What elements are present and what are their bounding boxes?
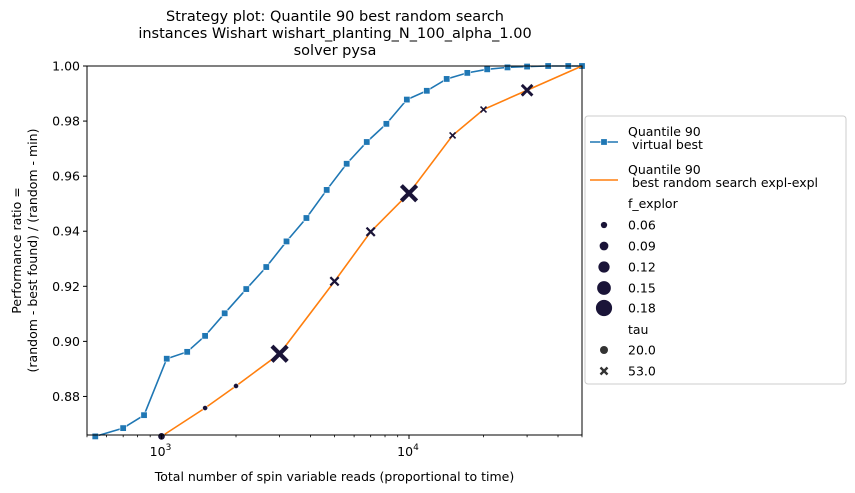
chart-title-line: instances Wishart wishart_planting_N_100… <box>138 26 531 42</box>
series-0-marker <box>463 69 471 77</box>
series-0-marker <box>382 120 390 128</box>
legend: Quantile 90 virtual best Quantile 90 best… <box>584 115 847 385</box>
legend-size-marker <box>597 281 611 295</box>
y-tick-label: 0.88 <box>52 389 80 404</box>
legend-series-label: Quantile 90 virtual best <box>628 124 703 152</box>
scatter-point-x <box>365 226 376 237</box>
scatter-point-x <box>399 184 419 203</box>
series-0-marker <box>221 309 229 317</box>
series-0-marker <box>523 63 531 71</box>
y-tick-label: 1.00 <box>52 59 80 74</box>
series-0-marker <box>483 65 491 73</box>
legend-size-label: 0.09 <box>628 239 656 254</box>
chart-title-line: solver pysa <box>294 43 377 59</box>
legend-tau-title: tau <box>628 322 648 337</box>
legend-box <box>584 115 847 385</box>
series-0-marker <box>283 237 291 245</box>
series-0-marker <box>403 96 411 104</box>
legend-size-label: 0.18 <box>628 301 656 316</box>
legend-size-label: 0.15 <box>628 281 656 296</box>
chart-title: Strategy plot: Quantile 90 best random s… <box>138 9 531 59</box>
series-0-marker <box>443 75 451 83</box>
series-0-marker <box>262 263 270 271</box>
series-0-marker <box>119 424 127 432</box>
y-axis-label-line: Performance ratio = <box>9 187 24 313</box>
series-0-marker <box>242 285 250 293</box>
legend-f-explor-title: f_explor <box>628 196 679 211</box>
legend-size-marker <box>598 261 610 273</box>
legend-square-marker <box>600 138 608 146</box>
x-axis: 103 104 <box>86 435 583 459</box>
series-line-0 <box>95 65 582 438</box>
legend-size-marker <box>599 241 609 251</box>
series-0-marker <box>183 348 191 356</box>
y-axis-label-line: (random - best found) / (random - min) <box>25 129 40 373</box>
series-0-marker <box>323 186 331 194</box>
scatter-point-x <box>520 83 534 97</box>
y-axis: 0.88 0.90 0.92 0.94 0.96 0.98 1.00 <box>52 59 87 404</box>
plot-frame <box>86 65 583 436</box>
legend-series-label: Quantile 90 best random search expl-expl <box>628 162 818 190</box>
legend-tau-x-marker <box>599 366 609 376</box>
series-0-marker <box>91 432 99 440</box>
series-0-marker <box>503 63 511 71</box>
y-tick-label: 0.96 <box>52 169 80 184</box>
chart-title-line: Strategy plot: Quantile 90 best random s… <box>166 9 504 25</box>
y-tick-label: 0.92 <box>52 279 80 294</box>
scatter-point-x <box>449 131 457 139</box>
series-0-marker <box>163 355 171 363</box>
series-0-marker <box>423 87 431 95</box>
series-0-marker <box>201 332 209 340</box>
y-tick-label: 0.90 <box>52 334 80 349</box>
x-tick-label: 104 <box>397 443 419 459</box>
legend-size-marker <box>600 221 608 229</box>
legend-size-label: 0.12 <box>628 260 656 275</box>
series-0-marker <box>363 138 371 146</box>
legend-tau-label: 20.0 <box>628 343 656 358</box>
legend-size-label: 0.06 <box>628 218 656 233</box>
series-0-marker <box>302 214 310 222</box>
scatter-point-circle <box>202 405 209 411</box>
scatter-point-x <box>479 105 488 114</box>
y-tick-label: 0.94 <box>52 224 80 239</box>
plot-area <box>91 62 586 441</box>
series-0-marker <box>343 160 351 168</box>
legend-tau-circle-marker <box>600 346 608 354</box>
y-tick-label: 0.98 <box>52 114 80 129</box>
legend-size-marker <box>595 299 613 317</box>
legend-tau-label: 53.0 <box>628 364 656 379</box>
scatter-point-circle <box>233 383 239 389</box>
scatter-point-x <box>270 344 289 363</box>
y-axis-label: Performance ratio = (random - best found)… <box>9 129 40 373</box>
x-axis-label: Total number of spin variable reads (pro… <box>154 469 515 484</box>
x-tick-label: 103 <box>150 443 172 459</box>
series-0-marker <box>140 411 148 419</box>
series-line-1 <box>161 65 583 438</box>
scatter-point-x <box>329 276 340 287</box>
